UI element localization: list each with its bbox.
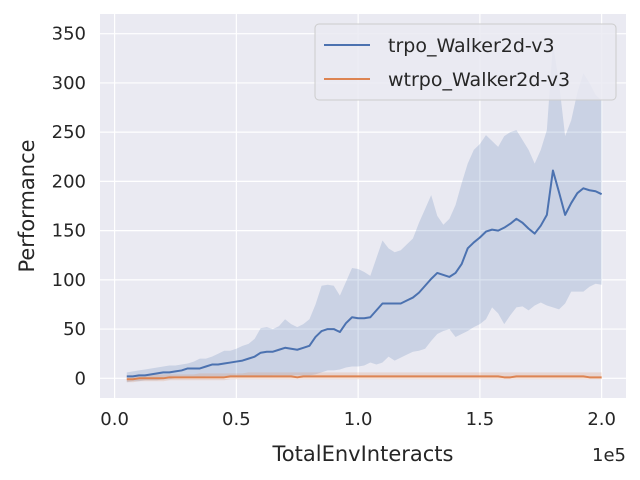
- y-tick-label: 100: [52, 270, 86, 291]
- y-axis-title: Performance: [15, 139, 39, 272]
- y-tick-label: 0: [75, 368, 86, 389]
- x-tick-label: 1.0: [344, 409, 373, 430]
- series-line-wtrpo: [126, 375, 602, 381]
- series-lines: [126, 169, 603, 381]
- legend-label-trpo: trpo_Walker2d-v3: [388, 35, 555, 57]
- y-tick-label: 300: [52, 73, 86, 94]
- x-axis-offset-label: 1e5: [592, 445, 626, 466]
- confidence-band-trpo: [126, 43, 602, 383]
- y-tick-label: 50: [63, 319, 86, 340]
- x-axis-ticks: 0.0 0.5 1.0 1.5 2.0: [100, 409, 616, 430]
- legend: trpo_Walker2d-v3 wtrpo_Walker2d-v3: [314, 23, 617, 101]
- y-tick-label: 350: [52, 24, 86, 45]
- series-line-trpo: [126, 169, 603, 378]
- x-tick-label: 1.5: [466, 409, 495, 430]
- y-axis-ticks: 0 50 100 150 200 250 300 350: [52, 24, 86, 390]
- y-tick-label: 150: [52, 221, 86, 242]
- legend-box: [314, 23, 617, 101]
- y-tick-label: 250: [52, 122, 86, 143]
- x-tick-label: 2.0: [587, 409, 616, 430]
- y-tick-label: 200: [52, 171, 86, 192]
- x-axis-title: TotalEnvInteracts: [272, 442, 454, 466]
- x-tick-label: 0.0: [100, 409, 129, 430]
- x-tick-label: 0.5: [222, 409, 251, 430]
- legend-label-wtrpo: wtrpo_Walker2d-v3: [388, 69, 570, 91]
